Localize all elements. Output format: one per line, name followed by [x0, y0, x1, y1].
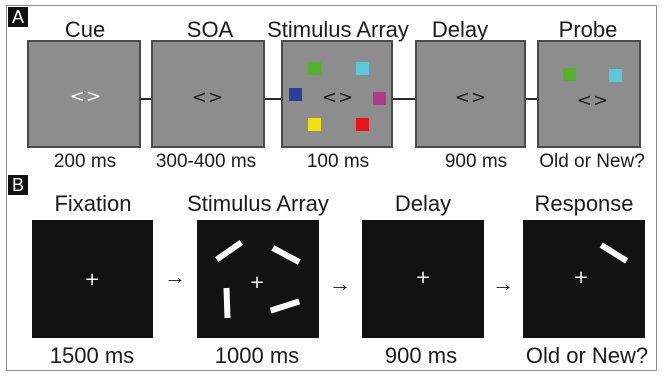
panel-b-stage-3-time: 900 ms	[384, 343, 458, 368]
figure-frame	[6, 5, 657, 371]
stimulus-array-screen-a: <>	[281, 40, 393, 148]
cue-arrows-icon: <>	[69, 86, 103, 107]
probe-cyan-square	[609, 69, 622, 82]
array-fixation-cross-icon: +	[249, 272, 265, 293]
panel-a-stage-4-time: 900 ms	[444, 151, 508, 172]
cyan-square	[356, 62, 369, 75]
yellow-square	[308, 118, 321, 131]
arrow-3-icon: →	[492, 271, 514, 296]
stimulus-array-screen-b: +	[197, 220, 319, 338]
panel-b-stage-3-title: Delay	[394, 191, 452, 216]
response-screen: +	[523, 220, 645, 338]
response-fixation-cross-icon: +	[573, 267, 589, 288]
magenta-square	[373, 92, 386, 105]
red-square	[356, 118, 369, 131]
panel-a-stage-1-title: Cue	[64, 17, 106, 42]
panel-a-stage-2-time: 300-400 ms	[155, 151, 257, 172]
array-arrows-icon: <>	[321, 87, 355, 108]
arrow-2-icon: →	[329, 271, 351, 296]
blue-square	[289, 88, 302, 101]
panel-b-tag: B	[8, 175, 28, 195]
panel-b-stage-1-time: 1500 ms	[49, 343, 135, 368]
soa-arrows-icon: <>	[191, 87, 225, 108]
panel-a-stage-5-title: Probe	[558, 17, 618, 42]
orientation-bar-3	[223, 287, 231, 319]
panel-a-stage-2-title: SOA	[186, 17, 234, 42]
panel-b-stage-2-time: 1000 ms	[214, 343, 300, 368]
fixation-cross-icon: +	[84, 269, 100, 290]
probe-arrows-icon: <>	[576, 90, 610, 111]
delay-screen-b: +	[362, 220, 484, 338]
panel-a-connector-4	[526, 98, 537, 100]
delay-screen-a: <>	[415, 40, 526, 148]
fixation-screen: +	[32, 220, 153, 338]
orientation-bar-4	[269, 298, 301, 314]
arrow-1-icon: →	[164, 264, 186, 289]
probe-orientation-bar	[599, 242, 629, 264]
delay-fixation-cross-icon: +	[415, 267, 431, 288]
panel-b-stage-4-title: Response	[534, 191, 634, 216]
green-square	[308, 62, 321, 75]
delay-arrows-icon: <>	[454, 87, 488, 108]
soa-screen: <>	[151, 40, 265, 148]
panel-b-stage-2-title: Stimulus Array	[187, 191, 329, 216]
orientation-bar-1	[214, 239, 244, 263]
panel-a-stage-3-time: 100 ms	[306, 151, 370, 172]
probe-green-square	[563, 68, 576, 81]
panel-a-stage-3-title: Stimulus Array	[267, 17, 409, 42]
panel-a-tag: A	[8, 7, 28, 27]
panel-a-connector-1	[141, 98, 151, 100]
panel-a-connector-2	[265, 98, 281, 100]
cue-screen: <>	[27, 40, 141, 148]
panel-a-stage-4-title: Delay	[431, 17, 489, 42]
panel-b-stage-4-time: Old or New?	[525, 343, 649, 368]
panel-a-connector-3	[393, 98, 415, 100]
panel-a-stage-5-time: Old or New?	[539, 151, 645, 172]
panel-b-stage-1-title: Fixation	[54, 191, 132, 216]
orientation-bar-2	[271, 245, 301, 265]
probe-screen: <>	[537, 40, 641, 148]
panel-a-stage-1-time: 200 ms	[53, 151, 117, 172]
